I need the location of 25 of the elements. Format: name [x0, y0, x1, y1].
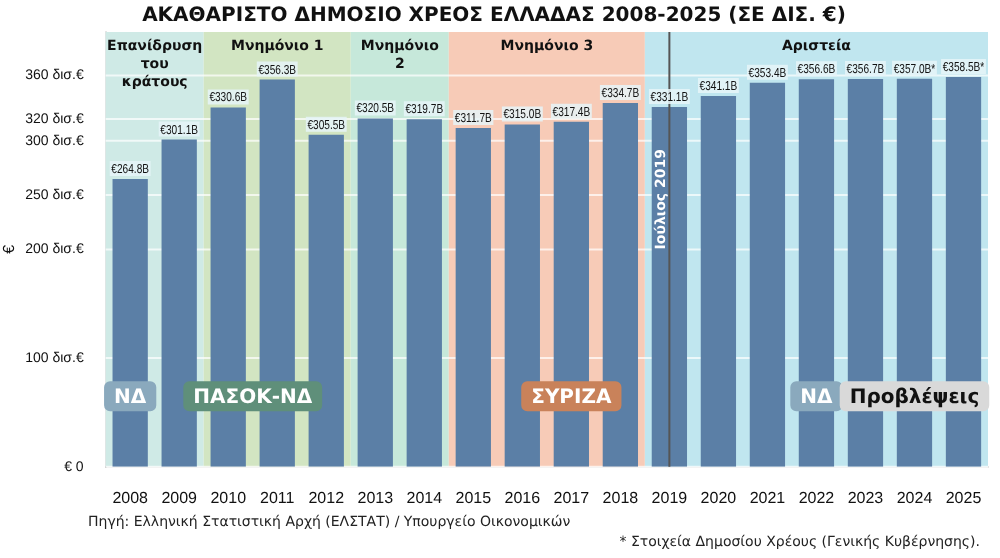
x-tick-label: 2016	[504, 488, 542, 507]
x-tick-label: 2008	[112, 488, 150, 507]
x-tick-label: 2024	[896, 488, 934, 507]
annotation: Προβλέψεις	[849, 387, 980, 410]
annotation: ΣΥΡΙΖΑ	[531, 387, 612, 410]
x-tick-label: 2010	[210, 488, 248, 507]
x-tick-label: 2015	[455, 488, 493, 507]
x-tick-label: 2021	[749, 488, 787, 507]
chart-title: ΑΚΑΘΑΡΙΣΤΟ ΔΗΜΟΣΙΟ ΧΡΕΟΣ ΕΛΛΑΔΑΣ 2008-2025 (ΣΕ ΔΙΣ. €)	[142, 5, 846, 28]
annotation: ΝΔ	[800, 387, 834, 410]
x-tick-label: 2025	[945, 488, 983, 507]
x-tick-label: 2020	[700, 488, 738, 507]
x-tick-label: 2011	[260, 488, 296, 507]
y-axis-title: €	[0, 243, 19, 254]
x-tick-label: 2023	[847, 488, 885, 507]
x-tick-label: 2018	[602, 488, 640, 507]
x-tick-label: 2013	[357, 488, 395, 507]
x-tick-label: 2014	[406, 488, 444, 507]
annotation: ΠΑΣΟΚ-ΝΔ	[193, 387, 313, 410]
annotation: ΝΔ	[114, 387, 147, 410]
x-tick-label: 2009	[161, 488, 199, 507]
x-tick-label: 2022	[798, 488, 836, 507]
x-tick-label: 2017	[553, 488, 591, 507]
x-tick-label: 2012	[308, 488, 346, 507]
x-tick-label: 2019	[651, 488, 689, 507]
